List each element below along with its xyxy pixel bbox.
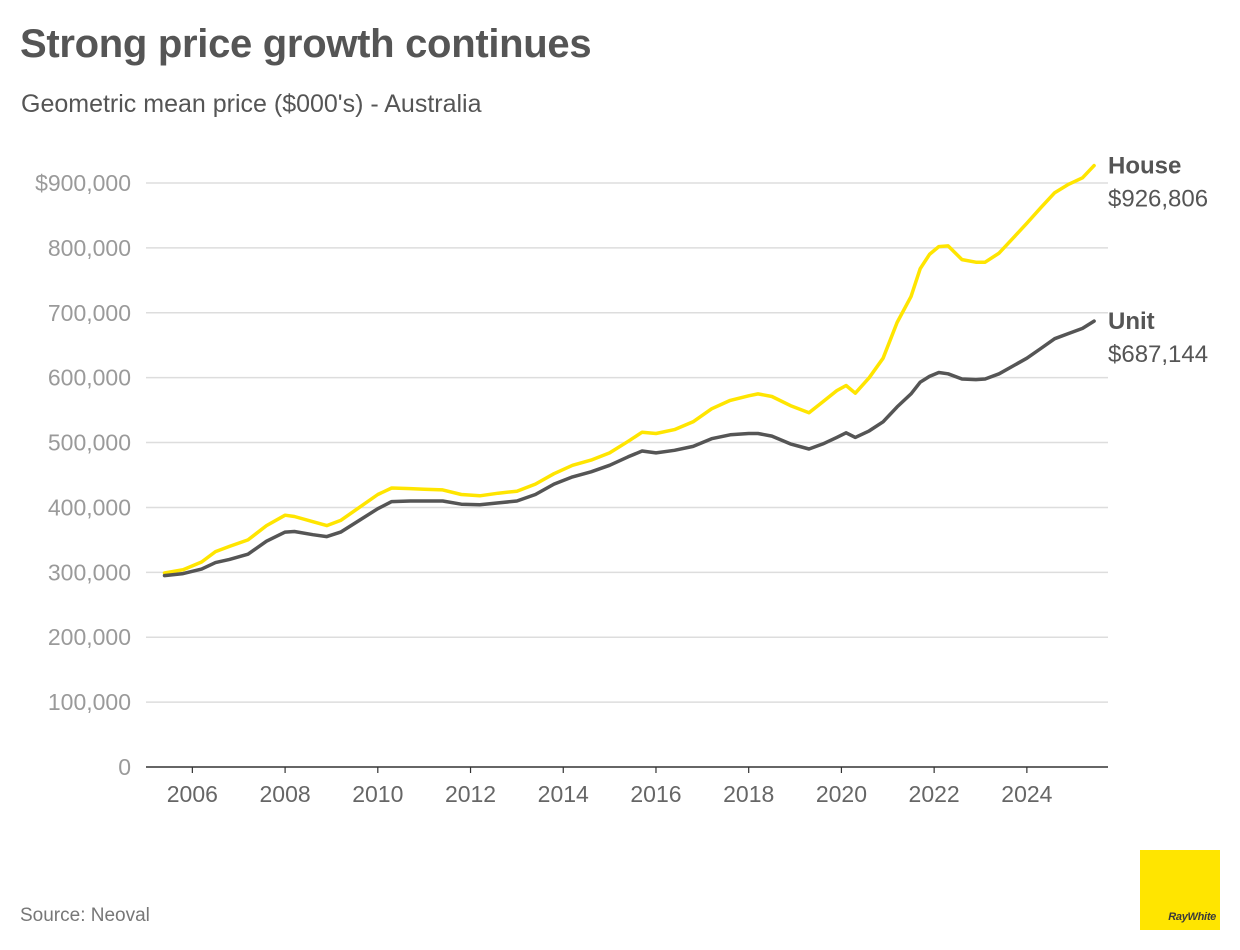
chart-title: Strong price growth continues: [20, 22, 592, 66]
y-tick-label: 200,000: [48, 624, 131, 650]
source-note: Source: Neoval: [20, 905, 150, 926]
x-tick-label: 2014: [538, 781, 589, 807]
raywhite-logo: RayWhite: [1140, 850, 1220, 930]
series-name-house: House: [1108, 153, 1181, 180]
y-tick-label: 600,000: [48, 365, 131, 391]
y-tick-label: 400,000: [48, 494, 131, 520]
y-tick-label: 100,000: [48, 689, 131, 715]
chart-subtitle: Geometric mean price ($000's) - Australi…: [21, 90, 482, 118]
x-tick-label: 2008: [259, 781, 310, 807]
series-line-unit: [162, 319, 1096, 578]
series-line-house: [162, 163, 1096, 575]
x-axis: 2006 2008 2010 2012 2014 2016 2018 2020 2022 2024: [146, 766, 1108, 807]
x-tick-label: 2006: [167, 781, 218, 807]
raywhite-logo-text: RayWhite: [1168, 911, 1216, 923]
x-tick-label: 2012: [445, 781, 496, 807]
series-value-unit: $687,144: [1108, 341, 1208, 368]
y-tick-label: 300,000: [48, 559, 131, 585]
y-tick-label: $900,000: [35, 170, 131, 196]
y-tick-label: 700,000: [48, 300, 131, 326]
x-tick-label: 2018: [723, 781, 774, 807]
x-tick-label: 2022: [909, 781, 960, 807]
y-tick-label: 800,000: [48, 235, 131, 261]
y-tick-label: 500,000: [48, 430, 131, 456]
y-tick-label: 0: [118, 754, 131, 780]
x-tick-label: 2020: [816, 781, 867, 807]
series-lines: [162, 163, 1096, 578]
series-end-labels: House $926,806 Unit $687,144: [1108, 153, 1208, 369]
x-tick-label: 2016: [630, 781, 681, 807]
series-name-unit: Unit: [1108, 308, 1155, 335]
x-tick-label: 2010: [352, 781, 403, 807]
y-axis: 0 100,000 200,000 300,000 400,000 500,000 600,…: [35, 170, 131, 780]
series-value-house: $926,806: [1108, 186, 1208, 213]
x-tick-label: 2024: [1001, 781, 1052, 807]
